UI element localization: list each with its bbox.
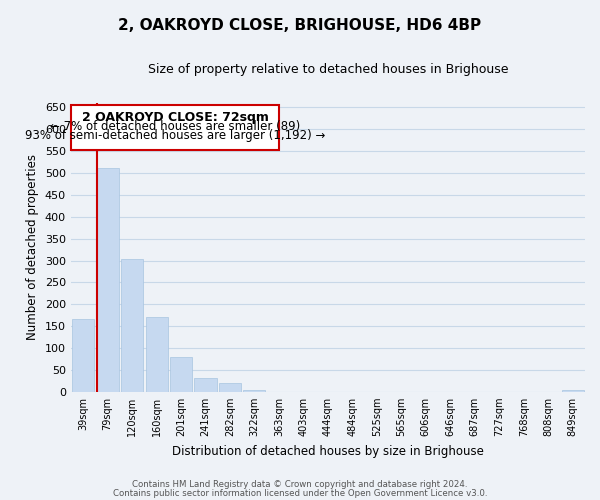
Bar [219, 384, 241, 392]
Bar [170, 357, 192, 392]
Bar [72, 318, 94, 392]
Bar [562, 390, 584, 392]
Text: 93% of semi-detached houses are larger (1,192) →: 93% of semi-detached houses are larger (… [25, 129, 325, 142]
Title: Size of property relative to detached houses in Brighouse: Size of property relative to detached ho… [148, 62, 508, 76]
Bar [194, 378, 217, 392]
Bar [244, 390, 265, 392]
FancyBboxPatch shape [71, 105, 279, 150]
Text: ← 7% of detached houses are smaller (89): ← 7% of detached houses are smaller (89) [50, 120, 300, 133]
Text: Contains HM Land Registry data © Crown copyright and database right 2024.: Contains HM Land Registry data © Crown c… [132, 480, 468, 489]
Text: 2, OAKROYD CLOSE, BRIGHOUSE, HD6 4BP: 2, OAKROYD CLOSE, BRIGHOUSE, HD6 4BP [118, 18, 482, 32]
Bar [121, 259, 143, 392]
Text: Contains public sector information licensed under the Open Government Licence v3: Contains public sector information licen… [113, 488, 487, 498]
X-axis label: Distribution of detached houses by size in Brighouse: Distribution of detached houses by size … [172, 444, 484, 458]
Y-axis label: Number of detached properties: Number of detached properties [26, 154, 40, 340]
Bar [146, 318, 167, 392]
Bar [97, 168, 119, 392]
Text: 2 OAKROYD CLOSE: 72sqm: 2 OAKROYD CLOSE: 72sqm [82, 112, 269, 124]
